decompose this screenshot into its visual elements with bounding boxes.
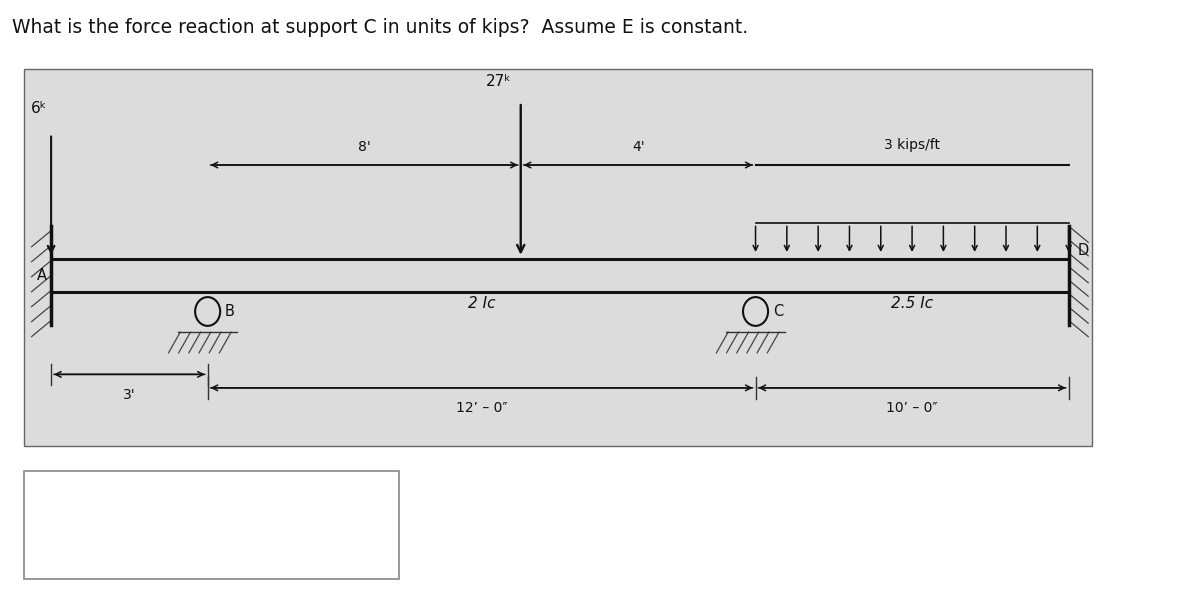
Bar <box>24 69 1093 446</box>
Text: 10’ – 0″: 10’ – 0″ <box>887 401 938 415</box>
Text: 3 kips/ft: 3 kips/ft <box>884 138 940 151</box>
Text: 2.5 Iᴄ: 2.5 Iᴄ <box>891 296 933 311</box>
Text: 2 Iᴄ: 2 Iᴄ <box>468 296 495 311</box>
Text: What is the force reaction at support C in units of kips?  Assume E is constant.: What is the force reaction at support C … <box>12 18 748 37</box>
Text: D: D <box>1078 243 1089 258</box>
Bar <box>24 471 399 579</box>
Text: 8': 8' <box>358 140 370 154</box>
Text: 6ᵏ: 6ᵏ <box>31 101 48 116</box>
Text: 3': 3' <box>123 388 135 402</box>
Text: 12’ – 0″: 12’ – 0″ <box>456 401 507 415</box>
Text: 27ᵏ: 27ᵏ <box>485 74 512 89</box>
Text: B: B <box>225 304 235 319</box>
Text: A: A <box>37 268 47 283</box>
Text: 4': 4' <box>631 140 645 154</box>
Text: C: C <box>773 304 783 319</box>
